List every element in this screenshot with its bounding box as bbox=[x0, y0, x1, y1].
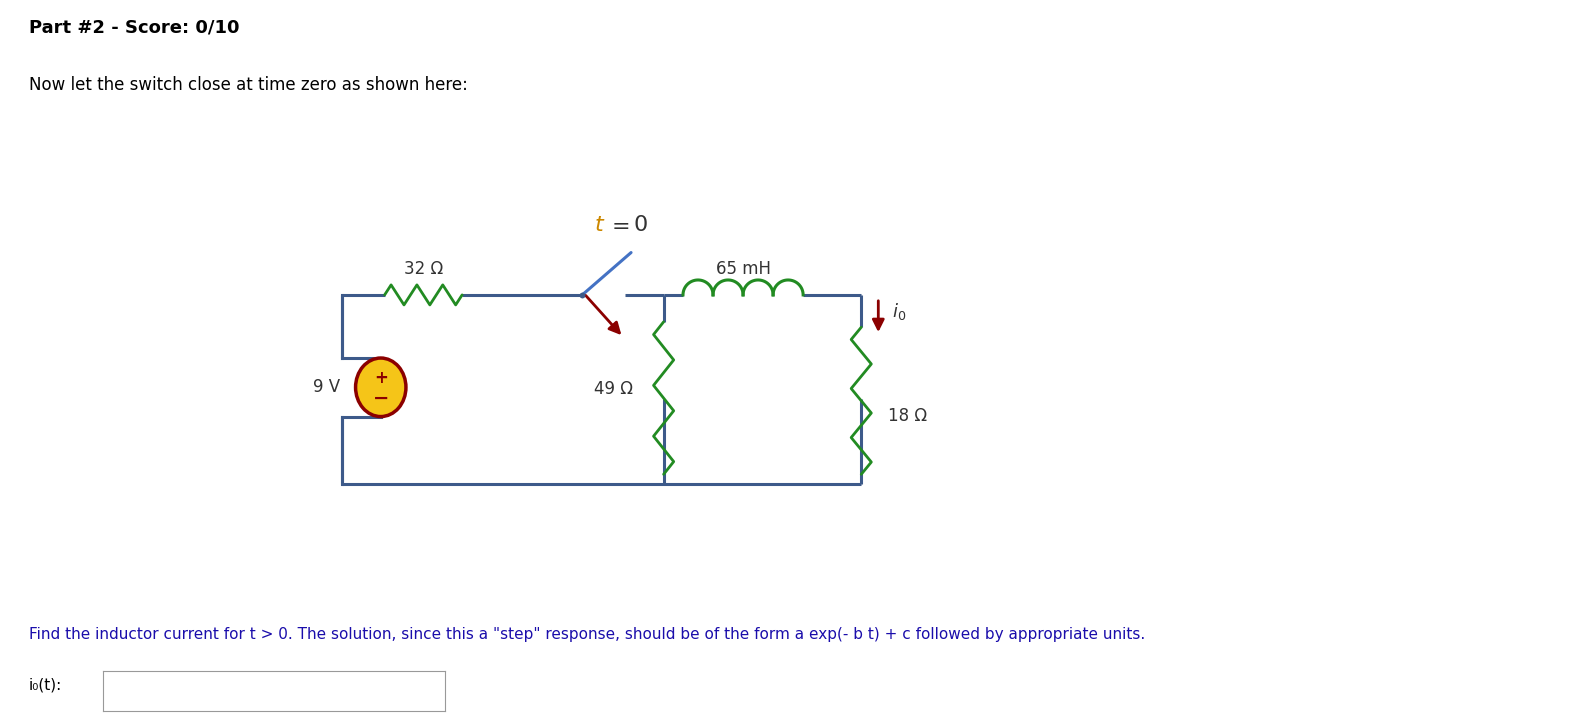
Text: Now let the switch close at time zero as shown here:: Now let the switch close at time zero as… bbox=[29, 76, 467, 94]
Text: $\it{i}$$_\mathregular{0}$: $\it{i}$$_\mathregular{0}$ bbox=[893, 302, 907, 323]
Text: −: − bbox=[372, 389, 389, 407]
Text: 65 mH: 65 mH bbox=[715, 260, 771, 278]
Text: $0$: $0$ bbox=[634, 215, 648, 235]
Text: i₀(t):: i₀(t): bbox=[29, 678, 62, 693]
Text: $=$: $=$ bbox=[607, 215, 629, 235]
Text: 49 Ω: 49 Ω bbox=[594, 380, 632, 398]
Text: Find the inductor current for t > 0. The solution, since this a "step" response,: Find the inductor current for t > 0. The… bbox=[29, 627, 1144, 642]
Text: 18 Ω: 18 Ω bbox=[888, 407, 928, 425]
Text: +: + bbox=[373, 369, 388, 387]
Text: 9 V: 9 V bbox=[313, 378, 340, 397]
Text: 32 Ω: 32 Ω bbox=[404, 260, 443, 278]
Text: $t$: $t$ bbox=[594, 215, 605, 235]
Ellipse shape bbox=[356, 358, 405, 417]
Text: Part #2 - Score: 0/10: Part #2 - Score: 0/10 bbox=[29, 18, 238, 36]
